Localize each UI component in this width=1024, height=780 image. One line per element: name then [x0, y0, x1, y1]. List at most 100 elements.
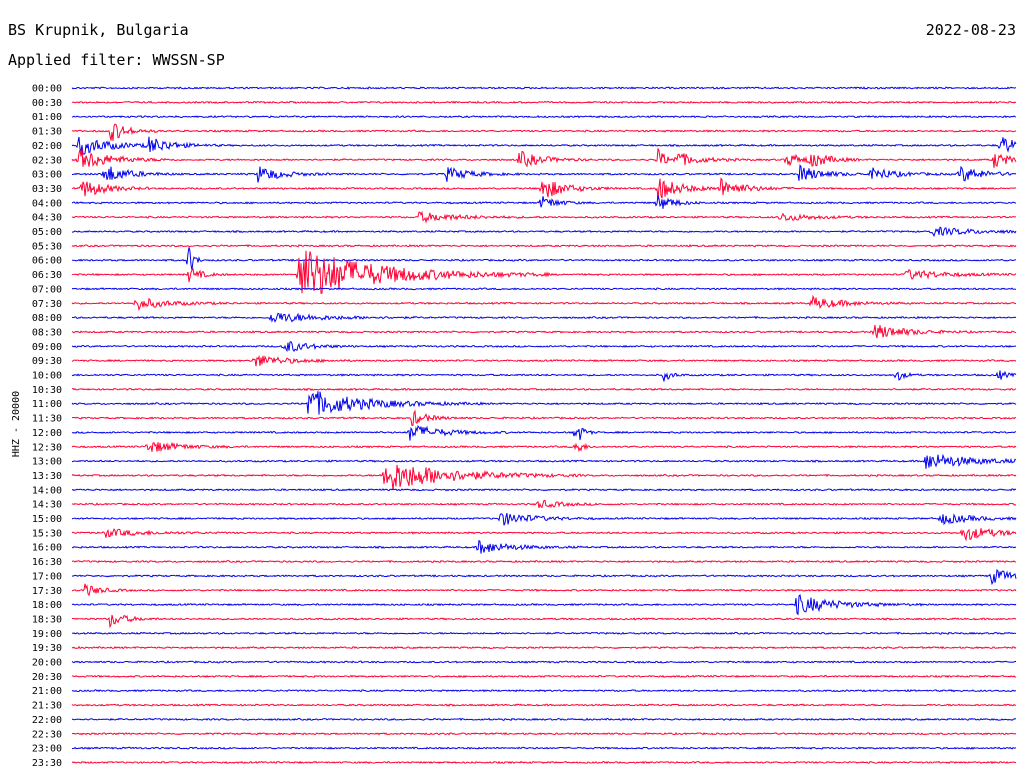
trace-row-0830	[71, 324, 1017, 339]
trace-row-2200	[71, 717, 1017, 722]
row-time-label: 17:30	[32, 586, 62, 597]
row-time-label: 19:30	[32, 643, 62, 654]
trace-row-1900	[71, 631, 1017, 635]
row-time-label: 22:00	[32, 715, 62, 726]
row-time-label: 11:30	[32, 414, 62, 425]
row-time-label: 00:30	[32, 98, 62, 109]
trace-row-2000	[71, 660, 1017, 664]
row-time-label: 06:30	[32, 270, 62, 281]
row-time-label: 19:00	[32, 629, 62, 640]
row-time-label: 04:30	[32, 213, 62, 224]
row-time-label: 16:00	[32, 543, 62, 554]
trace-row-1000	[71, 370, 1017, 382]
row-time-label: 16:30	[32, 557, 62, 568]
row-time-label: 14:00	[32, 485, 62, 496]
row-time-label: 20:30	[32, 672, 62, 683]
filter-label: Applied filter: WWSSN-SP	[8, 51, 225, 69]
row-time-label: 15:30	[32, 528, 62, 539]
trace-row-1200	[71, 425, 1017, 441]
trace-row-0500	[72, 226, 1017, 238]
trace-group	[71, 86, 1017, 765]
row-time-label: 08:00	[32, 313, 62, 324]
date-label: 2022-08-23	[925, 21, 1016, 39]
trace-row-0300	[71, 164, 1017, 183]
row-time-label: 09:30	[32, 356, 62, 367]
channel-label: HHZ - 20000	[11, 391, 22, 457]
trace-row-0130	[71, 123, 1017, 141]
trace-row-1300	[71, 453, 1017, 469]
row-time-label: 08:30	[32, 327, 62, 338]
trace-row-2030	[71, 674, 1017, 679]
row-time-label: 03:00	[32, 170, 62, 181]
trace-row-0800	[71, 312, 1017, 323]
row-time-label: 18:00	[32, 600, 62, 611]
trace-row-1030	[71, 387, 1017, 392]
trace-row-2300	[71, 746, 1017, 750]
trace-row-1600	[71, 539, 1017, 554]
row-time-label: 22:30	[32, 729, 62, 740]
row-time-label: 05:00	[32, 227, 62, 238]
trace-row-1630	[71, 559, 1017, 564]
trace-row-0600	[71, 247, 1017, 271]
row-time-label: 11:00	[32, 399, 62, 410]
trace-row-0930	[71, 355, 1017, 367]
trace-row-1400	[71, 488, 1017, 492]
row-time-label: 05:30	[32, 241, 62, 252]
trace-row-0000	[71, 86, 1017, 90]
row-time-label: 00:00	[32, 84, 62, 95]
trace-row-1130	[71, 409, 1017, 427]
row-time-label: 01:00	[32, 112, 62, 123]
trace-row-0030	[71, 100, 1017, 105]
trace-row-1500	[71, 513, 1017, 526]
trace-row-1800	[71, 594, 1017, 616]
row-time-label: 17:00	[32, 571, 62, 582]
trace-row-0100	[71, 115, 1017, 119]
trace-row-1930	[71, 645, 1017, 650]
trace-row-2230	[71, 731, 1017, 736]
row-time-label: 13:30	[32, 471, 62, 482]
trace-row-0400	[71, 195, 1017, 209]
trace-row-0530	[71, 244, 1017, 248]
trace-row-1730	[71, 583, 1017, 597]
trace-row-0430	[71, 210, 1017, 224]
row-time-label: 01:30	[32, 127, 62, 138]
row-time-label: 21:30	[32, 701, 62, 712]
trace-row-1330	[71, 464, 1017, 490]
station-title: BS Krupnik, Bulgaria	[8, 21, 189, 39]
trace-row-2330	[71, 760, 1017, 765]
trace-row-1530	[71, 528, 1017, 542]
trace-row-2100	[71, 689, 1017, 693]
trace-row-1230	[71, 441, 1017, 453]
row-time-label: 21:00	[32, 686, 62, 697]
row-time-label: 07:30	[32, 299, 62, 310]
row-time-label: 10:00	[32, 371, 62, 382]
trace-row-1700	[71, 568, 1017, 586]
trace-row-1430	[71, 499, 1017, 509]
trace-row-0730	[71, 294, 1017, 312]
row-time-label: 04:00	[32, 198, 62, 209]
trace-row-1100	[71, 391, 1017, 415]
trace-row-0200	[71, 136, 1017, 155]
trace-row-0700	[71, 287, 1017, 291]
row-time-label: 14:30	[32, 500, 62, 511]
trace-row-0230	[71, 147, 1017, 168]
row-time-label: 15:00	[32, 514, 62, 525]
row-time-label: 12:30	[32, 442, 62, 453]
row-time-label: 12:00	[32, 428, 62, 439]
time-tick-labels: 00:00 00:30 01:00 01:30 02:00 02:30 03:00 03:30…	[32, 84, 62, 769]
trace-row-0630	[71, 250, 1017, 294]
trace-row-0330	[71, 177, 1017, 200]
row-time-label: 02:30	[32, 155, 62, 166]
row-time-label: 18:30	[32, 614, 62, 625]
trace-row-0900	[71, 341, 1017, 353]
row-time-label: 03:30	[32, 184, 62, 195]
row-time-label: 02:00	[32, 141, 62, 152]
row-time-label: 23:30	[32, 758, 62, 769]
row-time-label: 06:00	[32, 256, 62, 267]
row-time-label: 10:30	[32, 385, 62, 396]
row-time-label: 07:00	[32, 284, 62, 295]
row-time-label: 09:00	[32, 342, 62, 353]
row-time-label: 13:00	[32, 457, 62, 468]
trace-row-1830	[71, 614, 1017, 629]
